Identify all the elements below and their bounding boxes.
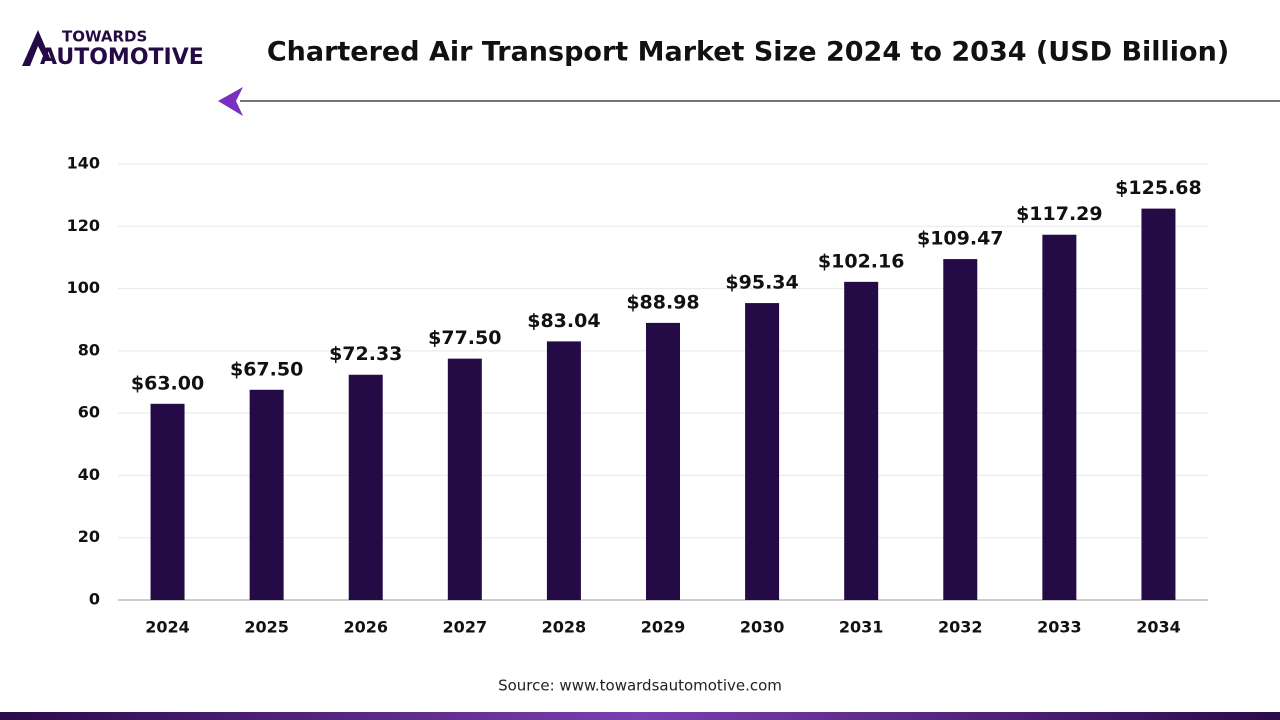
y-tick-label: 80: [78, 340, 100, 359]
y-tick-label: 140: [67, 154, 100, 173]
bar: [348, 374, 383, 600]
source: Source: www.towardsautomotive.com: [498, 677, 782, 695]
bar: [447, 358, 482, 600]
logo-icon: [22, 30, 50, 66]
x-tick-label: 2025: [244, 618, 289, 637]
x-tick-label: 2027: [443, 618, 488, 637]
y-tick-label: 120: [67, 216, 100, 235]
x-tick-label: 2030: [740, 618, 785, 637]
bar: [943, 259, 978, 600]
value-label: $88.98: [626, 291, 699, 313]
y-tick-label: 100: [67, 278, 100, 297]
x-tick-label: 2033: [1037, 618, 1082, 637]
bar: [844, 281, 879, 600]
chart-title: Chartered Air Transport Market Size 2024…: [267, 37, 1229, 68]
x-tick-label: 2032: [938, 618, 983, 637]
bar: [745, 303, 780, 600]
x-tick-label: 2026: [343, 618, 388, 637]
value-label: $72.33: [329, 343, 402, 365]
value-label: $125.68: [1115, 177, 1202, 199]
x-tick-label: 2031: [839, 618, 884, 637]
footer-strip: [0, 712, 1280, 720]
value-label: $102.16: [818, 250, 905, 272]
value-label: $83.04: [527, 310, 600, 332]
x-tick-label: 2028: [542, 618, 587, 637]
value-label: $67.50: [230, 358, 303, 380]
x-tick-label: 2029: [641, 618, 686, 637]
logo: TOWARDS AUTOMOTIVE: [22, 28, 204, 70]
y-tick-label: 40: [78, 465, 100, 484]
logo-bottom: AUTOMOTIVE: [40, 45, 204, 70]
value-label: $117.29: [1016, 203, 1103, 225]
logo-top: TOWARDS: [62, 28, 147, 46]
bar: [546, 341, 581, 600]
x-tick-label: 2034: [1136, 618, 1181, 637]
bar: [249, 389, 284, 600]
value-label: $109.47: [917, 228, 1004, 250]
bar: [1042, 234, 1077, 600]
y-tick-label: 0: [89, 590, 100, 609]
value-label: $77.50: [428, 327, 501, 349]
value-label: $95.34: [725, 272, 798, 294]
y-tick-label: 20: [78, 527, 100, 546]
header-arrow: [218, 87, 243, 116]
x-tick-label: 2024: [145, 618, 190, 637]
bar: [1141, 208, 1176, 601]
y-tick-label: 60: [78, 403, 100, 422]
value-label: $63.00: [131, 372, 204, 394]
bar: [150, 403, 185, 600]
bar: [646, 322, 680, 600]
